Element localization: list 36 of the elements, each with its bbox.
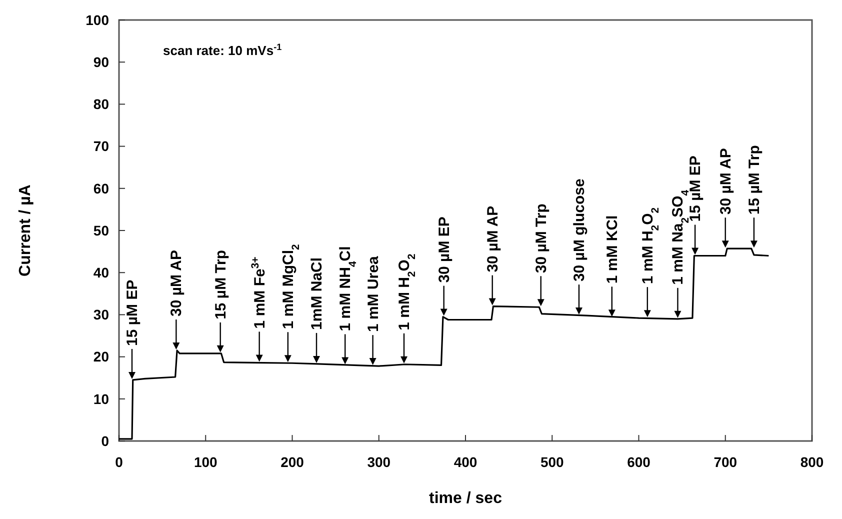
y-tick-label: 100 <box>86 12 110 28</box>
x-tick-label: 600 <box>627 454 651 470</box>
y-tick-label: 10 <box>93 390 110 407</box>
x-tick-label: 500 <box>540 454 564 470</box>
annotation: 15 µM EP <box>687 156 704 222</box>
x-axis-title: time / sec <box>429 490 502 507</box>
x-tick-label: 100 <box>194 454 218 470</box>
y-tick-label: 0 <box>101 432 110 449</box>
annotation: 15 µM Trp <box>212 250 230 320</box>
annotation: 30 µM AP <box>484 206 502 272</box>
annotation: 15 µM EP <box>124 280 141 346</box>
annotation: 30 µM Trp <box>532 204 550 274</box>
y-tick-label: 80 <box>93 96 110 112</box>
x-tick-label: 800 <box>800 454 824 470</box>
annotation: 1 mM KCl <box>604 215 621 284</box>
annotation: 15 µM Trp <box>746 145 763 215</box>
y-tick-label: 20 <box>93 348 110 365</box>
annotation: 30 µM AP <box>168 250 186 316</box>
y-axis-title: Current / µA <box>17 184 34 276</box>
x-tick-label: 400 <box>454 454 478 470</box>
y-tick-label: 60 <box>93 180 110 196</box>
annotation: 1 mM Urea <box>364 256 382 332</box>
annotation: 30 µM glucose <box>570 178 588 282</box>
y-tick-label: 90 <box>93 54 110 70</box>
y-tick-label: 70 <box>93 138 110 154</box>
annotation: 30 µM AP <box>717 148 734 215</box>
x-tick-label: 300 <box>367 454 391 470</box>
y-tick-label: 40 <box>93 264 110 280</box>
x-tick-label: 700 <box>714 454 738 470</box>
annotation: 30 µM EP <box>436 216 453 283</box>
y-tick-label: 50 <box>93 222 110 238</box>
x-tick-label: 200 <box>280 454 304 470</box>
x-tick-label: 0 <box>115 454 124 470</box>
y-tick-label: 30 <box>93 306 110 323</box>
annotation: scan rate: 10 mVs$^{-1}$ <box>163 42 282 58</box>
annotation: 1mM NaCl <box>308 257 326 330</box>
